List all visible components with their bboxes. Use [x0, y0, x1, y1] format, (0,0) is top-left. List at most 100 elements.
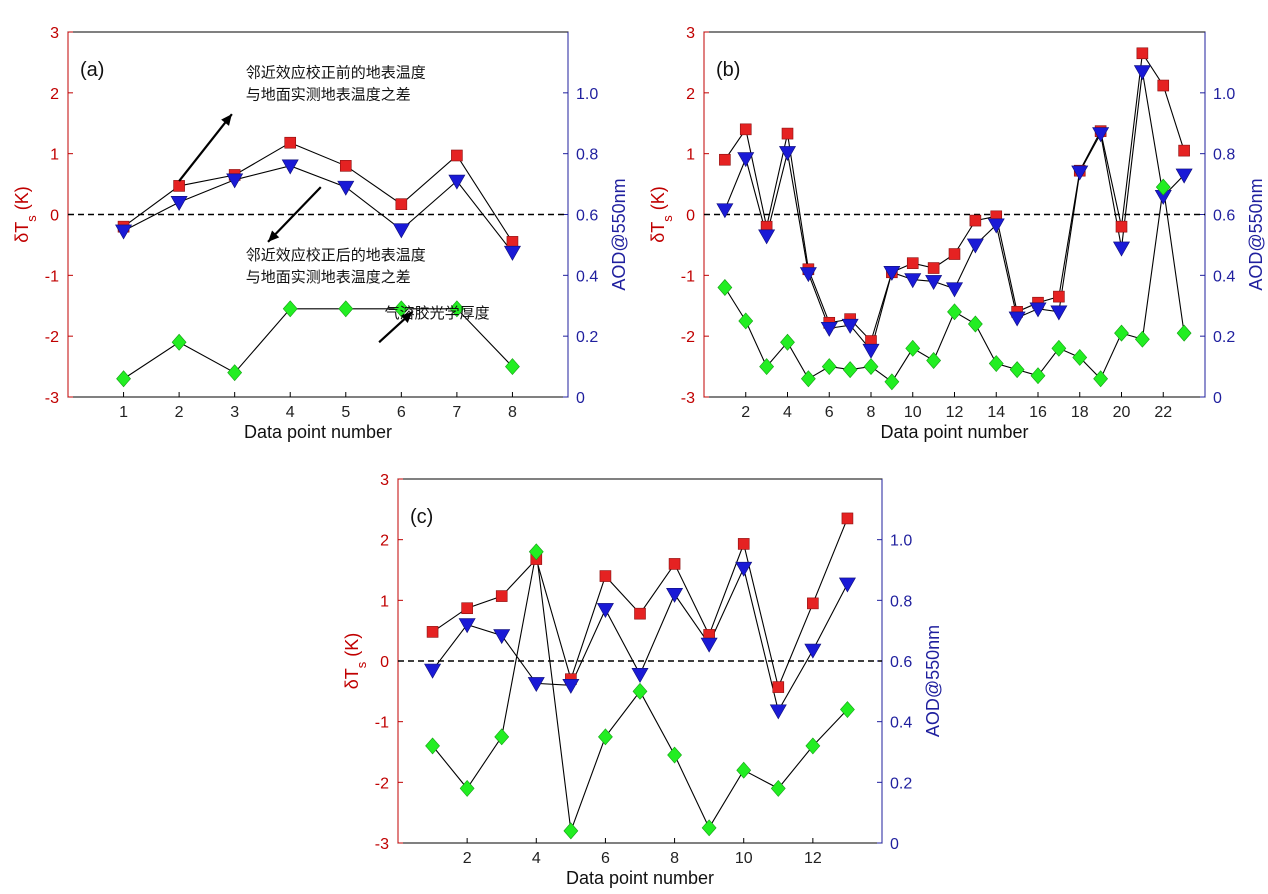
- point-after: [281, 159, 299, 175]
- point-aod: [905, 339, 921, 357]
- point-before: [395, 198, 408, 210]
- y-tick-label: 0: [380, 654, 389, 671]
- x-tick-label: 7: [452, 404, 461, 421]
- series-after: [424, 561, 856, 720]
- x-tick-label: 20: [1113, 404, 1131, 421]
- point-aod: [805, 737, 821, 755]
- y2-tick-label: 0.2: [576, 329, 598, 346]
- point-after: [1008, 311, 1026, 327]
- point-after: [945, 282, 964, 298]
- point-after: [966, 238, 984, 254]
- series-line-before: [123, 142, 513, 243]
- point-after: [503, 245, 521, 261]
- point-before: [426, 626, 439, 638]
- y-tick-label: -2: [375, 775, 389, 792]
- y-tick-label: 3: [50, 25, 59, 42]
- point-before: [1178, 144, 1190, 157]
- point-aod: [425, 737, 440, 755]
- y2-axis-label: AOD@550nm: [923, 625, 943, 737]
- point-aod: [171, 333, 187, 351]
- point-before: [634, 607, 646, 620]
- y-tick-label: 0: [686, 208, 695, 225]
- y2-tick-label: 0.4: [576, 268, 598, 285]
- point-after: [778, 146, 797, 162]
- point-aod: [1155, 178, 1171, 196]
- point-aod: [821, 358, 837, 376]
- point-aod: [736, 761, 752, 779]
- point-before: [451, 149, 463, 162]
- point-aod: [116, 370, 131, 388]
- series-aod: [717, 178, 1192, 391]
- y-tick-label: -3: [681, 390, 695, 407]
- point-aod: [227, 364, 243, 382]
- point-aod: [338, 300, 354, 318]
- y2-tick-label: 1.0: [890, 533, 912, 550]
- series-line-aod: [123, 308, 513, 380]
- point-aod: [632, 682, 648, 700]
- point-aod: [842, 361, 858, 379]
- point-after: [1029, 302, 1047, 318]
- x-tick-label: 14: [987, 404, 1005, 421]
- annotation-text: 与地面实测地表温度之差: [246, 268, 411, 286]
- point-before: [495, 590, 508, 602]
- point-after: [716, 203, 734, 219]
- y-tick-label: 2: [50, 86, 59, 103]
- annotation-arrow: [267, 186, 322, 243]
- point-after: [700, 637, 718, 653]
- point-aod: [926, 352, 942, 369]
- point-aod: [528, 543, 544, 561]
- x-tick-label: 2: [741, 404, 750, 421]
- point-after: [170, 196, 188, 211]
- x-tick-label: 18: [1071, 404, 1089, 421]
- point-after: [392, 223, 410, 239]
- point-aod: [505, 358, 520, 376]
- x-axis-label: Data point number: [880, 422, 1028, 442]
- annotation-text: 邻近效应校正后的地表温度: [246, 246, 426, 264]
- point-aod: [1114, 324, 1129, 342]
- x-tick-label: 2: [175, 404, 184, 421]
- y-tick-label: -2: [681, 329, 695, 346]
- y-axis-label: δTs (K): [12, 186, 39, 243]
- x-tick-label: 4: [783, 404, 792, 421]
- point-before: [772, 681, 785, 693]
- point-after: [1133, 65, 1151, 81]
- panel-label: (c): [410, 506, 433, 528]
- point-after: [737, 152, 755, 168]
- y-tick-label: 1: [50, 147, 59, 164]
- point-after: [1175, 168, 1193, 184]
- x-tick-label: 12: [946, 404, 964, 421]
- point-after: [904, 273, 922, 289]
- series-aod: [116, 300, 520, 388]
- point-aod: [967, 315, 983, 333]
- point-after: [1112, 241, 1131, 257]
- point-aod: [1072, 349, 1088, 366]
- point-before: [173, 180, 185, 192]
- series-aod: [425, 543, 855, 840]
- x-tick-label: 8: [670, 850, 679, 867]
- y2-tick-label: 0.8: [890, 593, 912, 610]
- point-aod: [1176, 324, 1192, 342]
- x-tick-label: 6: [825, 404, 834, 421]
- point-before: [739, 123, 752, 136]
- y2-tick-label: 0: [1213, 390, 1222, 407]
- point-after: [769, 704, 787, 720]
- y2-tick-label: 0: [890, 836, 899, 853]
- y-tick-label: 1: [380, 593, 389, 610]
- point-after: [493, 629, 511, 645]
- y2-tick-label: 0.8: [576, 147, 598, 164]
- series-before: [426, 512, 854, 693]
- y-tick-label: 3: [380, 472, 389, 489]
- point-aod: [449, 300, 465, 318]
- y-tick-label: -1: [375, 715, 389, 732]
- point-aod: [770, 779, 786, 797]
- y2-tick-label: 0.6: [576, 208, 598, 225]
- point-aod: [494, 728, 510, 746]
- point-after: [987, 218, 1005, 234]
- point-aod: [1051, 339, 1067, 357]
- x-tick-label: 4: [286, 404, 295, 421]
- point-before: [284, 136, 297, 149]
